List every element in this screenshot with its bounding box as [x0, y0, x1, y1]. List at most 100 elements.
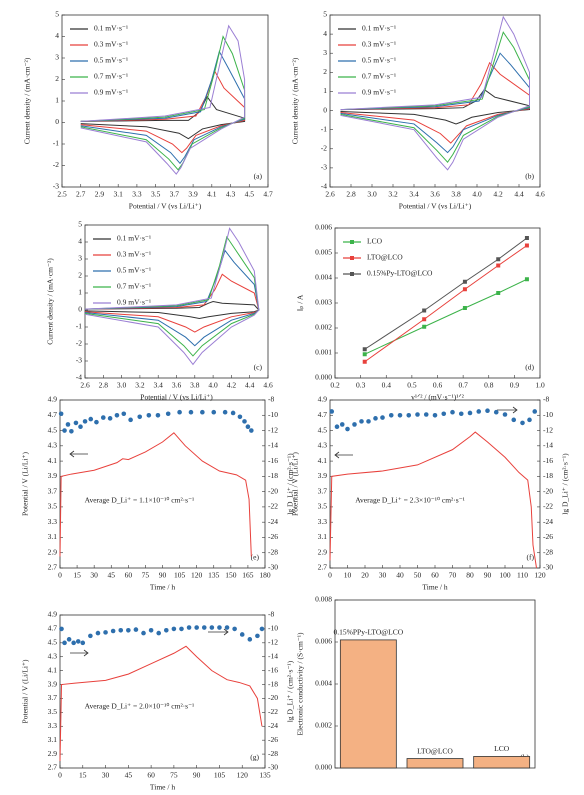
data-point — [496, 291, 501, 295]
data-point — [232, 626, 237, 632]
y-tick-label: 4.9 — [48, 610, 58, 619]
legend-label: 0.5 mV·s⁻¹ — [94, 56, 128, 65]
data-point — [80, 640, 86, 646]
series-line — [340, 31, 530, 163]
x-tick-label: 2.8 — [99, 381, 109, 390]
y2-tick-label: -20 — [268, 693, 278, 702]
y-tick-label: -4 — [321, 182, 327, 191]
series-line — [84, 227, 260, 366]
y-tick-label: 2 — [323, 67, 327, 76]
data-point — [462, 287, 467, 292]
y-tick-label: -3 — [53, 182, 59, 191]
y-tick-label: 0 — [78, 305, 82, 314]
bar-label: LTO@LCO — [417, 746, 453, 755]
data-point — [339, 422, 345, 427]
data-point — [224, 625, 230, 630]
y2-tick-label: -24 — [543, 517, 553, 526]
legend-label: 0.15%Py-LTO@LCO — [367, 269, 433, 278]
data-point — [422, 308, 427, 313]
y2-tick-label: -30 — [268, 563, 278, 572]
data-point — [362, 347, 367, 352]
data-point — [329, 409, 335, 414]
data-point — [388, 412, 394, 418]
data-point — [441, 411, 447, 417]
legend-label: 0.3 mV·s⁻¹ — [117, 250, 151, 259]
data-point — [524, 236, 529, 240]
legend-label: 0.7 mV·s⁻¹ — [94, 72, 128, 81]
data-point — [359, 419, 364, 424]
data-point — [171, 626, 177, 632]
data-point — [247, 637, 253, 642]
x-tick-label: 30 — [90, 571, 98, 580]
y-tick-label: 3.5 — [318, 502, 328, 511]
y2-tick-label: -30 — [543, 563, 553, 572]
y-tick-label: -2 — [321, 143, 327, 152]
data-point — [362, 352, 367, 357]
y-tick-label: 4.1 — [318, 456, 328, 465]
y-tick-label: 3.1 — [318, 532, 328, 541]
data-point — [422, 324, 427, 329]
series-line — [80, 50, 246, 165]
series-line — [80, 24, 246, 175]
x-tick-label: 105 — [174, 571, 186, 580]
x-axis-title: Time / h — [150, 783, 175, 792]
x-axis-title: Potential / V (vs Li/Li⁺) — [140, 393, 213, 402]
x-tick-label: 2.6 — [80, 381, 90, 390]
y-tick-label: 1 — [55, 96, 59, 105]
data-point — [156, 630, 162, 636]
data-point — [126, 628, 131, 633]
arrow — [70, 649, 89, 657]
data-point — [450, 409, 455, 415]
data-point — [137, 414, 143, 420]
data-point — [82, 419, 88, 424]
data-point — [362, 359, 367, 364]
x-tick-label: 4.4 — [514, 190, 524, 199]
legend-label: LTO@LCO — [367, 253, 403, 262]
data-point — [496, 257, 501, 262]
x-tick-label: 40 — [396, 571, 404, 580]
data-point — [179, 626, 184, 632]
x-tick-label: 150 — [225, 571, 237, 580]
data-point — [345, 426, 350, 432]
data-point — [188, 409, 194, 415]
data-point — [194, 625, 199, 630]
data-point — [103, 630, 108, 635]
data-point — [222, 409, 228, 415]
data-point — [527, 417, 532, 423]
x-tick-label: 3.8 — [451, 190, 461, 199]
data-point — [423, 412, 429, 417]
data-point — [493, 409, 499, 415]
data-point — [485, 408, 490, 413]
legend-label: 0.9 mV·s⁻¹ — [94, 88, 128, 97]
x-tick-label: 90 — [484, 571, 492, 580]
data-point — [118, 628, 124, 633]
data-point — [177, 409, 182, 415]
y-tick-label: 4.3 — [48, 651, 58, 660]
x-tick-label: 15 — [79, 771, 87, 780]
y2-tick-label: -14 — [268, 651, 278, 660]
x-tick-label: 120 — [534, 571, 546, 580]
y2-tick-label: -28 — [268, 749, 278, 758]
x-tick-label: 45 — [108, 571, 116, 580]
y2-tick-label: -16 — [268, 456, 278, 465]
data-point — [237, 414, 243, 420]
y2-tick-label: -22 — [268, 707, 278, 716]
y2-tick-label: -18 — [543, 471, 553, 480]
legend-label: 0.1 mV·s⁻¹ — [362, 24, 396, 33]
x-tick-label: 0 — [58, 571, 62, 580]
x-tick-label: 110 — [517, 571, 528, 580]
data-point — [107, 416, 113, 421]
x-tick-label: 60 — [125, 571, 133, 580]
y-tick-label: 2 — [78, 271, 82, 280]
y2-tick-label: -18 — [268, 471, 278, 480]
data-point — [532, 409, 538, 414]
x-tick-label: 30 — [379, 571, 387, 580]
y-tick-label: 4.9 — [318, 395, 328, 404]
x-tick-label: 135 — [259, 771, 271, 780]
y-axis-title: Current density / (mA·cm⁻²) — [23, 57, 32, 144]
y-tick-label: -2 — [76, 339, 82, 348]
data-point — [467, 410, 473, 416]
data-point — [78, 424, 83, 430]
data-point — [422, 317, 427, 322]
